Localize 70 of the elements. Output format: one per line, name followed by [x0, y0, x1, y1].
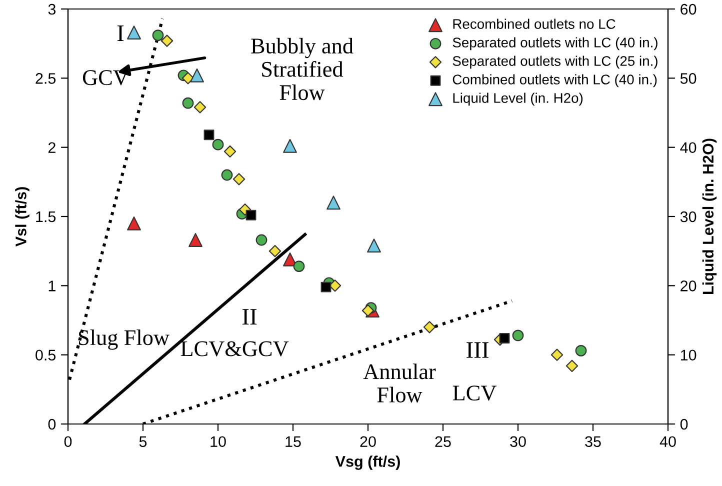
legend-label: Separated outlets with LC (25 in.): [452, 56, 658, 69]
point: [188, 233, 202, 247]
legend-label: Combined outlets with LC (40 in.): [452, 74, 657, 88]
point: [550, 348, 564, 361]
point: [293, 260, 305, 272]
y-tick-label: 0.5: [36, 350, 56, 361]
y2-tick-label: 40: [680, 142, 696, 154]
point: [367, 238, 381, 253]
x-tick-label: 20: [360, 436, 376, 448]
annotation: LCV: [452, 386, 496, 401]
point: [221, 169, 233, 181]
point: [283, 138, 297, 153]
x-tick-label: 15: [286, 436, 301, 448]
y-tick-label: 1.5: [36, 212, 56, 222]
x-tick-label: 25: [435, 436, 451, 448]
point: [190, 68, 204, 82]
y-tick-label: 2: [48, 142, 56, 153]
y-axis-title: Vsl (ft/s): [15, 187, 30, 247]
point: [566, 360, 578, 372]
x-tick-label: 35: [585, 436, 601, 448]
y2-tick-label: 30: [680, 211, 696, 222]
point: [320, 282, 332, 292]
point: [127, 216, 141, 230]
y-tick-label: 2.5: [36, 73, 56, 84]
annotation: Annular Flow: [363, 364, 436, 402]
point: [224, 145, 236, 158]
point: [283, 252, 297, 266]
x-tick-label: 40: [660, 436, 676, 448]
y-tick-label: 0: [48, 418, 56, 430]
annotation: III: [466, 342, 488, 358]
x-tick-label: 10: [210, 436, 226, 448]
point: [362, 304, 374, 317]
y2-tick-label: 0: [680, 418, 688, 430]
point: [127, 26, 141, 40]
y-tick-label: 3: [48, 4, 56, 15]
point: [575, 344, 587, 356]
x-tick-label: 5: [139, 436, 147, 448]
point: [268, 244, 282, 258]
point: [512, 330, 524, 342]
legend-label: Recombined outlets no LC: [453, 18, 616, 29]
y2-tick-label: 60: [680, 4, 696, 15]
y2-tick-label: 10: [680, 350, 696, 361]
y2-tick-label: 50: [680, 73, 696, 84]
point: [160, 34, 174, 47]
point: [423, 321, 436, 334]
legend-label: Liquid Level (in. H2o): [453, 92, 583, 106]
annotation: Slug Flow: [78, 330, 170, 350]
annotation: I: [117, 26, 124, 41]
y2-tick-label: 20: [680, 280, 696, 292]
point: [204, 130, 214, 140]
point: [152, 30, 164, 41]
annotation: II: [242, 309, 257, 325]
y2-axis-title: Liquid Level (in. H2O): [702, 138, 717, 294]
annotation: GCV: [82, 70, 129, 86]
point: [182, 72, 194, 84]
point: [182, 97, 194, 109]
point: [212, 138, 224, 150]
point: [326, 196, 340, 210]
x-tick-label: 30: [510, 436, 526, 448]
point: [256, 234, 268, 246]
point: [232, 173, 246, 186]
y-tick-label: 1: [48, 280, 56, 292]
point: [246, 210, 256, 220]
x-tick-label: 0: [64, 436, 72, 448]
x-axis-title: Vsg (ft/s): [335, 456, 400, 470]
legend-label: Separated outlets with LC (40 in.): [452, 37, 658, 50]
annotation: LCV&GCV: [180, 341, 289, 356]
point: [499, 333, 510, 344]
point: [194, 101, 206, 114]
annotation: Bubbly and Stratified Flow: [251, 38, 354, 100]
